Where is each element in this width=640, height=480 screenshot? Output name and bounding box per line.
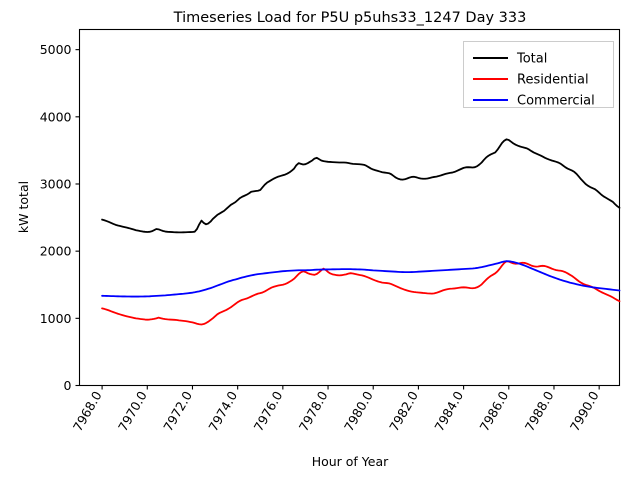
x-axis-title: Hour of Year bbox=[312, 454, 389, 469]
series-line-total bbox=[101, 138, 621, 234]
chart-title: Timeseries Load for P5U p5uhs33_1247 Day… bbox=[173, 10, 527, 26]
y-axis-ticks: 0 1000 2000 3000 4000 5000 bbox=[40, 42, 80, 393]
y-tick-label: 2000 bbox=[40, 244, 72, 259]
y-tick-label: 1000 bbox=[40, 311, 72, 326]
y-tick-label: 5000 bbox=[40, 42, 72, 57]
legend-label-total: Total bbox=[516, 52, 547, 67]
legend-label-residential: Residential bbox=[517, 73, 589, 88]
y-tick-label: 0 bbox=[64, 378, 72, 393]
chart-legend[interactable]: Total Residential Commercial bbox=[463, 41, 614, 109]
y-axis-title: kW total bbox=[16, 181, 31, 233]
legend-items: Total Residential Commercial bbox=[473, 52, 595, 109]
series-group bbox=[101, 138, 621, 326]
series-line-residential bbox=[101, 260, 621, 326]
legend-background bbox=[463, 41, 614, 108]
y-tick-label: 4000 bbox=[40, 109, 72, 124]
legend-label-commercial: Commercial bbox=[517, 94, 595, 109]
y-tick-label: 3000 bbox=[40, 176, 72, 191]
series-line-commercial bbox=[101, 260, 621, 298]
